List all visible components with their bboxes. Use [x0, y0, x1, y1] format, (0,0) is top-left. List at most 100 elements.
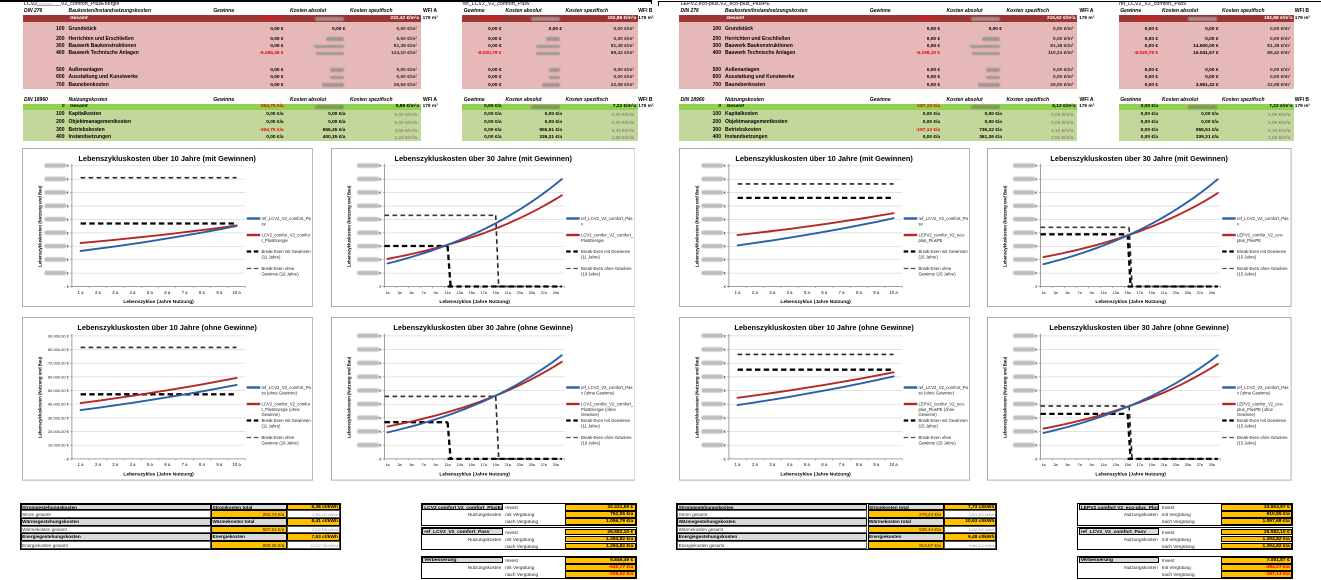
svg-text:29a: 29a	[1209, 290, 1216, 294]
svg-text:(15 Jahre): (15 Jahre)	[1237, 271, 1257, 276]
svg-text:Lebenszykluskosten über 10 Jah: Lebenszykluskosten über 10 Jahre (mit Ge…	[735, 153, 913, 162]
svg-text:10 a: 10 a	[233, 462, 242, 467]
svg-text:Gewinne (15 Jahre): Gewinne (15 Jahre)	[918, 271, 956, 276]
svg-text:Lebenszyklus (Jahre Nutzung): Lebenszyklus (Jahre Nutzung)	[439, 472, 510, 478]
svg-text:11a: 11a	[1101, 290, 1108, 294]
svg-text:Break-Even ohne Gewinne: Break-Even ohne Gewinne	[581, 266, 632, 271]
svg-text:€: €	[723, 361, 726, 366]
svg-text:5 a: 5 a	[804, 462, 810, 467]
svg-text:11a: 11a	[444, 463, 451, 467]
svg-text:Lebenszyklus (Jahre Nutzung): Lebenszyklus (Jahre Nutzung)	[780, 472, 851, 478]
svg-text:€: €	[67, 216, 70, 221]
svg-text:10 a: 10 a	[889, 462, 898, 467]
svg-text:19a: 19a	[492, 290, 499, 294]
svg-text:60.000,00 €: 60.000,00 €	[48, 374, 70, 379]
svg-text:sv: sv	[262, 221, 267, 226]
svg-text:Gewinne (19 Jahre): Gewinne (19 Jahre)	[262, 271, 300, 276]
svg-text:€: €	[379, 429, 382, 434]
svg-text:Break-Even ohne Gewinne: Break-Even ohne Gewinne	[1237, 266, 1288, 271]
svg-text:€: €	[379, 203, 382, 208]
svg-text:9a: 9a	[433, 463, 438, 467]
svg-text:8 a: 8 a	[199, 289, 205, 294]
svg-text:5 a: 5 a	[147, 289, 153, 294]
svg-text:21a: 21a	[504, 463, 511, 467]
svg-text:80.000,00 €: 80.000,00 €	[48, 347, 70, 352]
svg-text:Break-Even mit Gewinnen: Break-Even mit Gewinnen	[581, 418, 631, 423]
svg-text:€: €	[379, 270, 382, 275]
svg-text:15a: 15a	[468, 290, 475, 294]
svg-text:19a: 19a	[1149, 290, 1156, 294]
svg-text:€: €	[723, 176, 726, 181]
svg-text:10 a: 10 a	[233, 289, 242, 294]
svg-text:€: €	[723, 402, 726, 407]
svg-text:€: €	[379, 415, 382, 420]
svg-text:€: €	[1035, 374, 1038, 379]
svg-text:8 a: 8 a	[856, 289, 862, 294]
svg-text:13a: 13a	[456, 463, 463, 467]
svg-text:7a: 7a	[1078, 463, 1083, 467]
svg-text:27a: 27a	[540, 463, 547, 467]
svg-text:€: €	[1035, 347, 1038, 352]
svg-text:5 a: 5 a	[804, 289, 810, 294]
svg-text:€: €	[379, 388, 382, 393]
svg-text:27a: 27a	[1197, 290, 1204, 294]
svg-text:€: €	[723, 347, 726, 352]
svg-text:LCV2_comfor_V2_comfort_: LCV2_comfor_V2_comfort_	[581, 402, 634, 407]
svg-text:13a: 13a	[1113, 290, 1120, 294]
svg-text:€: €	[379, 402, 382, 407]
svg-text:Lebenszyklus (Jahre Nutzung): Lebenszyklus (Jahre Nutzung)	[124, 299, 195, 305]
svg-text:t_PlusEnergie: t_PlusEnergie	[262, 237, 289, 242]
svg-text:9 a: 9 a	[217, 289, 223, 294]
svg-text:4 a: 4 a	[130, 289, 136, 294]
svg-text:Break-Even mit Gewinnen: Break-Even mit Gewinnen	[262, 249, 312, 254]
svg-text:19a: 19a	[1149, 463, 1156, 467]
svg-text:LCV2_comfor_V2_comfor: LCV2_comfor_V2_comfor	[262, 402, 311, 407]
svg-text:€: €	[379, 347, 382, 352]
svg-text:1a: 1a	[385, 290, 390, 294]
svg-text:Gewinne): Gewinne)	[262, 412, 281, 417]
svg-text:€: €	[723, 190, 726, 195]
svg-text:25a: 25a	[1185, 290, 1192, 294]
svg-text:Break-Even ohne Gewinne: Break-Even ohne Gewinne	[581, 435, 632, 440]
svg-text:Gewinne): Gewinne)	[918, 412, 937, 417]
svg-text:9a: 9a	[433, 290, 438, 294]
svg-text:9 a: 9 a	[217, 462, 223, 467]
svg-text:€: €	[379, 190, 382, 195]
svg-text:5a: 5a	[409, 290, 414, 294]
svg-text:Gewinne): Gewinne)	[1237, 412, 1256, 417]
svg-text:Break-Even ohne: Break-Even ohne	[262, 266, 295, 271]
svg-text:€: €	[723, 203, 726, 208]
svg-text:19a: 19a	[492, 463, 499, 467]
svg-text:€: €	[379, 443, 382, 448]
svg-text:1 a: 1 a	[78, 462, 84, 467]
svg-text:3 a: 3 a	[769, 462, 775, 467]
svg-text:plus_PlusPE: plus_PlusPE	[1237, 237, 1261, 242]
svg-text:4 a: 4 a	[130, 462, 136, 467]
svg-text:21a: 21a	[1161, 290, 1168, 294]
svg-text:Break-Even mit Gewinnen: Break-Even mit Gewinnen	[262, 418, 312, 423]
svg-text:Lebenszykluskosten über 10 Jah: Lebenszykluskosten über 10 Jahre (ohne G…	[78, 323, 258, 332]
svg-text:ref_LCV2_V2_comfort_Pa: ref_LCV2_V2_comfort_Pa	[918, 216, 968, 221]
svg-text:4 a: 4 a	[786, 289, 792, 294]
svg-text:€: €	[1035, 388, 1038, 393]
svg-text:90.000,00 €: 90.000,00 €	[48, 333, 70, 338]
svg-text:Lebenszykluskosten (Nutzung un: Lebenszykluskosten (Nutzung und Bau)	[346, 356, 351, 438]
svg-text:(15 Jahre): (15 Jahre)	[1237, 440, 1257, 445]
svg-text:21a: 21a	[1161, 463, 1168, 467]
svg-text:23a: 23a	[1173, 463, 1180, 467]
svg-text:70.000,00 €: 70.000,00 €	[48, 361, 70, 366]
svg-text:PlusEnergie (ohne: PlusEnergie (ohne	[581, 407, 616, 412]
svg-text:- €: - €	[65, 456, 70, 461]
svg-text:LEPV2_comfor_V2_eco-: LEPV2_comfor_V2_eco-	[1237, 402, 1284, 407]
svg-text:9a: 9a	[1090, 463, 1095, 467]
svg-text:€: €	[723, 230, 726, 235]
svg-text:- €: - €	[1033, 456, 1038, 461]
svg-text:€: €	[1035, 216, 1038, 221]
svg-text:ref_LCV2_V2_comfort_Pa: ref_LCV2_V2_comfort_Pa	[262, 216, 312, 221]
svg-text:10 a: 10 a	[889, 289, 898, 294]
svg-text:4 a: 4 a	[786, 462, 792, 467]
svg-text:€: €	[379, 333, 382, 338]
svg-text:€: €	[723, 333, 726, 338]
svg-text:€: €	[1035, 333, 1038, 338]
svg-text:€: €	[723, 388, 726, 393]
